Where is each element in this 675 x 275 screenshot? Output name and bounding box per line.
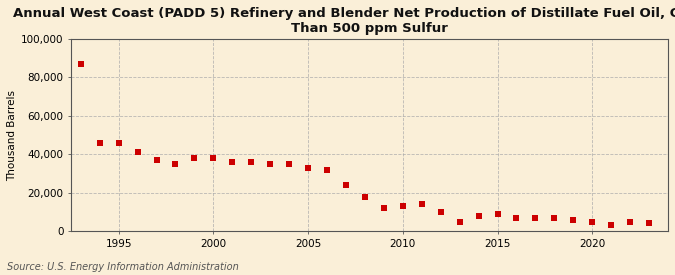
Point xyxy=(321,167,332,172)
Point xyxy=(454,219,465,224)
Point xyxy=(492,212,503,216)
Point xyxy=(265,162,275,166)
Point xyxy=(284,162,294,166)
Title: Annual West Coast (PADD 5) Refinery and Blender Net Production of Distillate Fue: Annual West Coast (PADD 5) Refinery and … xyxy=(13,7,675,35)
Point xyxy=(189,156,200,160)
Point xyxy=(151,158,162,162)
Point xyxy=(606,223,617,228)
Point xyxy=(170,162,181,166)
Point xyxy=(587,219,597,224)
Point xyxy=(113,141,124,145)
Point xyxy=(341,183,352,187)
Point xyxy=(360,194,371,199)
Point xyxy=(511,216,522,220)
Text: Source: U.S. Energy Information Administration: Source: U.S. Energy Information Administ… xyxy=(7,262,238,272)
Point xyxy=(227,160,238,164)
Point xyxy=(416,202,427,207)
Point xyxy=(473,214,484,218)
Point xyxy=(625,219,636,224)
Point xyxy=(132,150,143,155)
Y-axis label: Thousand Barrels: Thousand Barrels xyxy=(7,90,17,180)
Point xyxy=(549,216,560,220)
Point xyxy=(246,160,256,164)
Point xyxy=(208,156,219,160)
Point xyxy=(379,206,389,210)
Point xyxy=(530,216,541,220)
Point xyxy=(644,221,655,226)
Point xyxy=(568,218,578,222)
Point xyxy=(398,204,408,208)
Point xyxy=(95,141,105,145)
Point xyxy=(302,166,313,170)
Point xyxy=(76,62,86,66)
Point xyxy=(435,210,446,214)
